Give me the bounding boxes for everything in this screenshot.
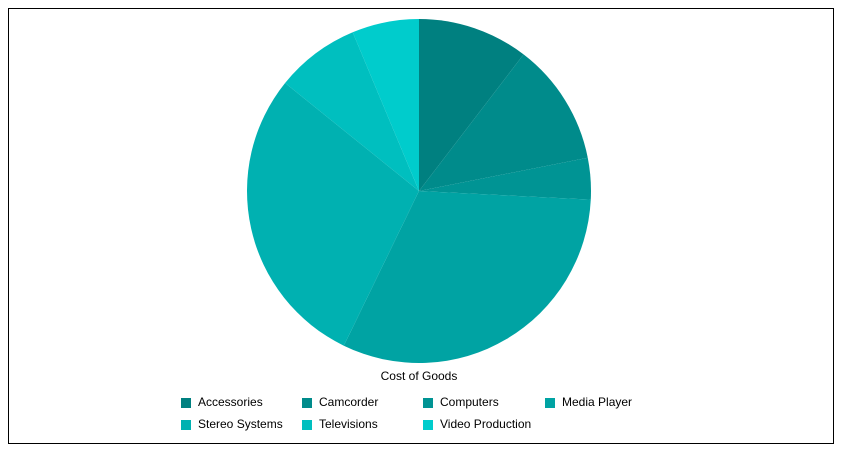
chart-title: Cost of Goods (381, 369, 458, 383)
pie-slice (343, 191, 591, 363)
legend-swatch (423, 420, 433, 430)
legend-label: Televisions (319, 417, 378, 431)
legend-swatch (181, 398, 191, 408)
legend-label: Stereo Systems (198, 417, 283, 431)
legend-swatch (545, 398, 555, 408)
legend-label: Accessories (198, 395, 263, 409)
pie-slice (419, 19, 524, 191)
legend-label: Computers (440, 395, 499, 409)
legend-swatch (302, 420, 312, 430)
pie-slice (352, 19, 419, 191)
legend-swatch (302, 398, 312, 408)
legend-label: Video Production (440, 417, 531, 431)
pie-slice (419, 157, 591, 200)
legend-label: Media Player (562, 395, 632, 409)
legend-label: Camcorder (319, 395, 378, 409)
pie-slice (419, 54, 588, 191)
legend-swatch (423, 398, 433, 408)
pie-slice (285, 32, 419, 191)
pie-slice (247, 83, 419, 346)
legend-swatch (181, 420, 191, 430)
